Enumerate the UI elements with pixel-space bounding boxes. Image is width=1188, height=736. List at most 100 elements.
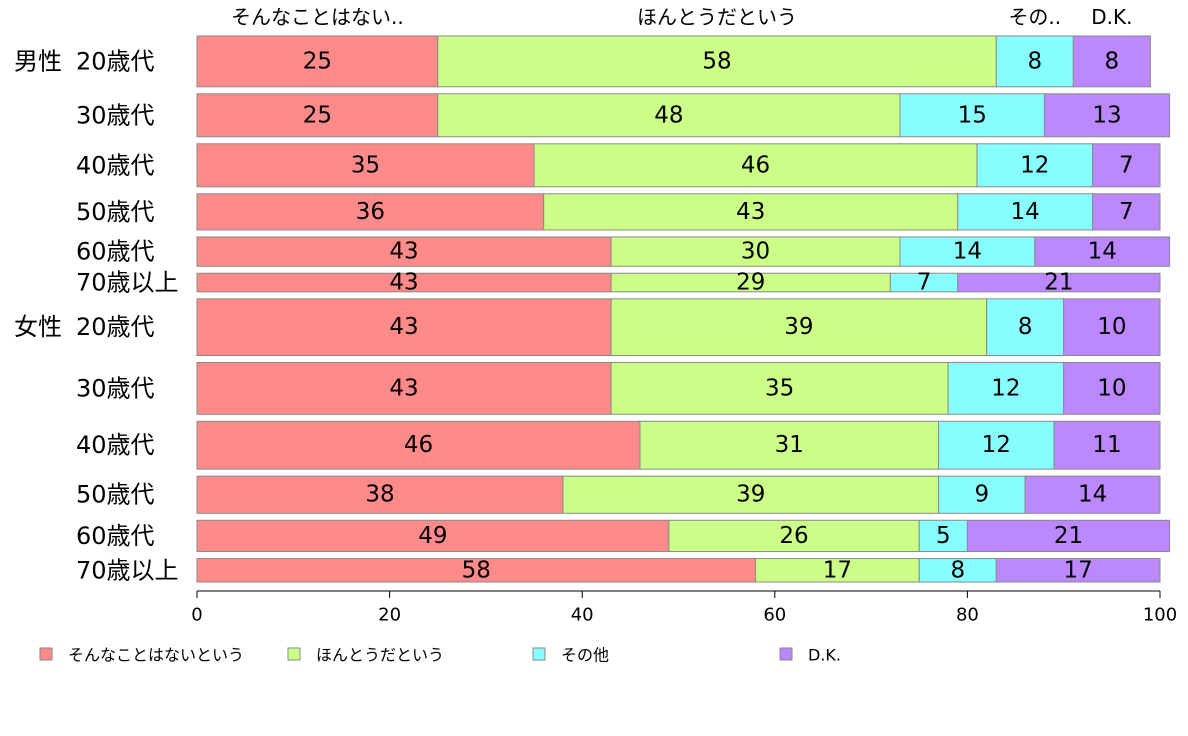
data-label: 5 bbox=[936, 523, 951, 549]
data-label: 14 bbox=[1078, 482, 1107, 508]
category-label: 30歳代 bbox=[76, 374, 155, 402]
data-label: 12 bbox=[982, 432, 1011, 458]
bar-segment bbox=[899, 236, 1036, 267]
data-label: 13 bbox=[1092, 102, 1121, 128]
bar-segment bbox=[1063, 298, 1161, 356]
category-label: 50歳代 bbox=[76, 198, 155, 226]
category-label: 70歳以上 bbox=[76, 556, 179, 584]
data-label: 43 bbox=[389, 239, 418, 265]
top-column-label: D.K. bbox=[1091, 5, 1132, 29]
data-label: 43 bbox=[389, 314, 418, 340]
data-label: 26 bbox=[779, 523, 808, 549]
bar-segment bbox=[196, 519, 670, 553]
category-label: 20歳代 bbox=[76, 313, 155, 341]
bar-segment bbox=[639, 420, 940, 470]
data-label: 21 bbox=[1054, 523, 1083, 549]
bar-segment bbox=[533, 143, 978, 188]
bar-segment bbox=[966, 519, 1171, 553]
bar-segment bbox=[196, 193, 545, 231]
data-label: 12 bbox=[1020, 152, 1049, 178]
bar-segment bbox=[196, 35, 439, 88]
data-label: 48 bbox=[654, 102, 683, 128]
data-label: 25 bbox=[303, 102, 332, 128]
bar-segment bbox=[437, 93, 901, 138]
data-label: 7 bbox=[917, 270, 932, 296]
data-label: 25 bbox=[303, 48, 332, 74]
bar-segment bbox=[437, 35, 997, 88]
group-label: 男性 bbox=[14, 47, 62, 75]
bar-segment bbox=[947, 361, 1065, 415]
group-label: 女性 bbox=[14, 313, 62, 341]
data-label: 43 bbox=[389, 375, 418, 401]
data-label: 46 bbox=[741, 152, 770, 178]
legend-label: D.K. bbox=[808, 646, 841, 665]
legend-swatch bbox=[39, 647, 53, 661]
bar-segment bbox=[610, 298, 988, 356]
x-tick-label: 40 bbox=[571, 605, 594, 626]
legend-label: ほんとうだという bbox=[316, 646, 444, 665]
bar-segment bbox=[1092, 193, 1161, 231]
data-label: 39 bbox=[784, 314, 813, 340]
legend-label: そんなことはないという bbox=[68, 646, 244, 665]
data-label: 39 bbox=[736, 482, 765, 508]
bar-segment bbox=[196, 143, 535, 188]
data-label: 36 bbox=[356, 199, 385, 225]
top-column-label: その.. bbox=[1008, 5, 1061, 29]
top-column-label: そんなことはない.. bbox=[231, 5, 404, 29]
bar-segment bbox=[995, 558, 1161, 583]
bar-segment bbox=[196, 475, 564, 514]
bar-segment bbox=[196, 298, 612, 356]
data-label: 9 bbox=[975, 482, 990, 508]
legend-swatch bbox=[532, 647, 546, 661]
data-label: 8 bbox=[1105, 48, 1120, 74]
data-label: 7 bbox=[1119, 152, 1134, 178]
category-label: 70歳以上 bbox=[76, 269, 179, 297]
bar-segment bbox=[668, 519, 920, 553]
bar-segment bbox=[1024, 475, 1161, 514]
data-label: 43 bbox=[389, 270, 418, 296]
top-column-label: ほんとうだという bbox=[637, 5, 797, 29]
bar-segment bbox=[196, 93, 439, 138]
legend-swatch bbox=[779, 647, 793, 661]
data-label: 14 bbox=[953, 239, 982, 265]
data-label: 29 bbox=[736, 270, 765, 296]
data-label: 8 bbox=[1018, 314, 1033, 340]
bar-segment bbox=[1072, 35, 1151, 88]
bar-segment bbox=[1053, 420, 1161, 470]
data-label: 8 bbox=[950, 557, 965, 583]
bar-segment bbox=[957, 272, 1161, 293]
x-tick-label: 0 bbox=[191, 605, 202, 626]
bar-segment bbox=[938, 475, 1026, 514]
legend-label: その他 bbox=[561, 646, 609, 665]
bar-segment bbox=[1063, 361, 1161, 415]
data-label: 10 bbox=[1097, 314, 1126, 340]
data-label: 35 bbox=[765, 375, 794, 401]
data-label: 35 bbox=[351, 152, 380, 178]
bar-segment bbox=[610, 236, 901, 267]
data-label: 21 bbox=[1044, 270, 1073, 296]
data-label: 14 bbox=[1088, 239, 1117, 265]
data-label: 17 bbox=[823, 557, 852, 583]
bar-segment bbox=[610, 361, 949, 415]
bar-segment bbox=[196, 236, 612, 267]
bar-segment bbox=[995, 35, 1074, 88]
data-label: 14 bbox=[1011, 199, 1040, 225]
x-tick-label: 60 bbox=[763, 605, 786, 626]
category-label: 40歳代 bbox=[76, 431, 155, 459]
category-label: 50歳代 bbox=[76, 481, 155, 509]
data-label: 58 bbox=[462, 557, 491, 583]
data-label: 30 bbox=[741, 239, 770, 265]
bar-segment bbox=[938, 420, 1055, 470]
data-label: 58 bbox=[702, 48, 731, 74]
bar-segment bbox=[543, 193, 959, 231]
data-label: 12 bbox=[991, 375, 1020, 401]
legend-swatch bbox=[287, 647, 301, 661]
data-label: 17 bbox=[1064, 557, 1093, 583]
bar-segment bbox=[196, 420, 641, 470]
bar-segment bbox=[1034, 236, 1171, 267]
data-label: 10 bbox=[1097, 375, 1126, 401]
category-label: 40歳代 bbox=[76, 151, 155, 179]
bar-segment bbox=[1092, 143, 1161, 188]
data-label: 46 bbox=[404, 432, 433, 458]
bar-segment bbox=[899, 93, 1045, 138]
